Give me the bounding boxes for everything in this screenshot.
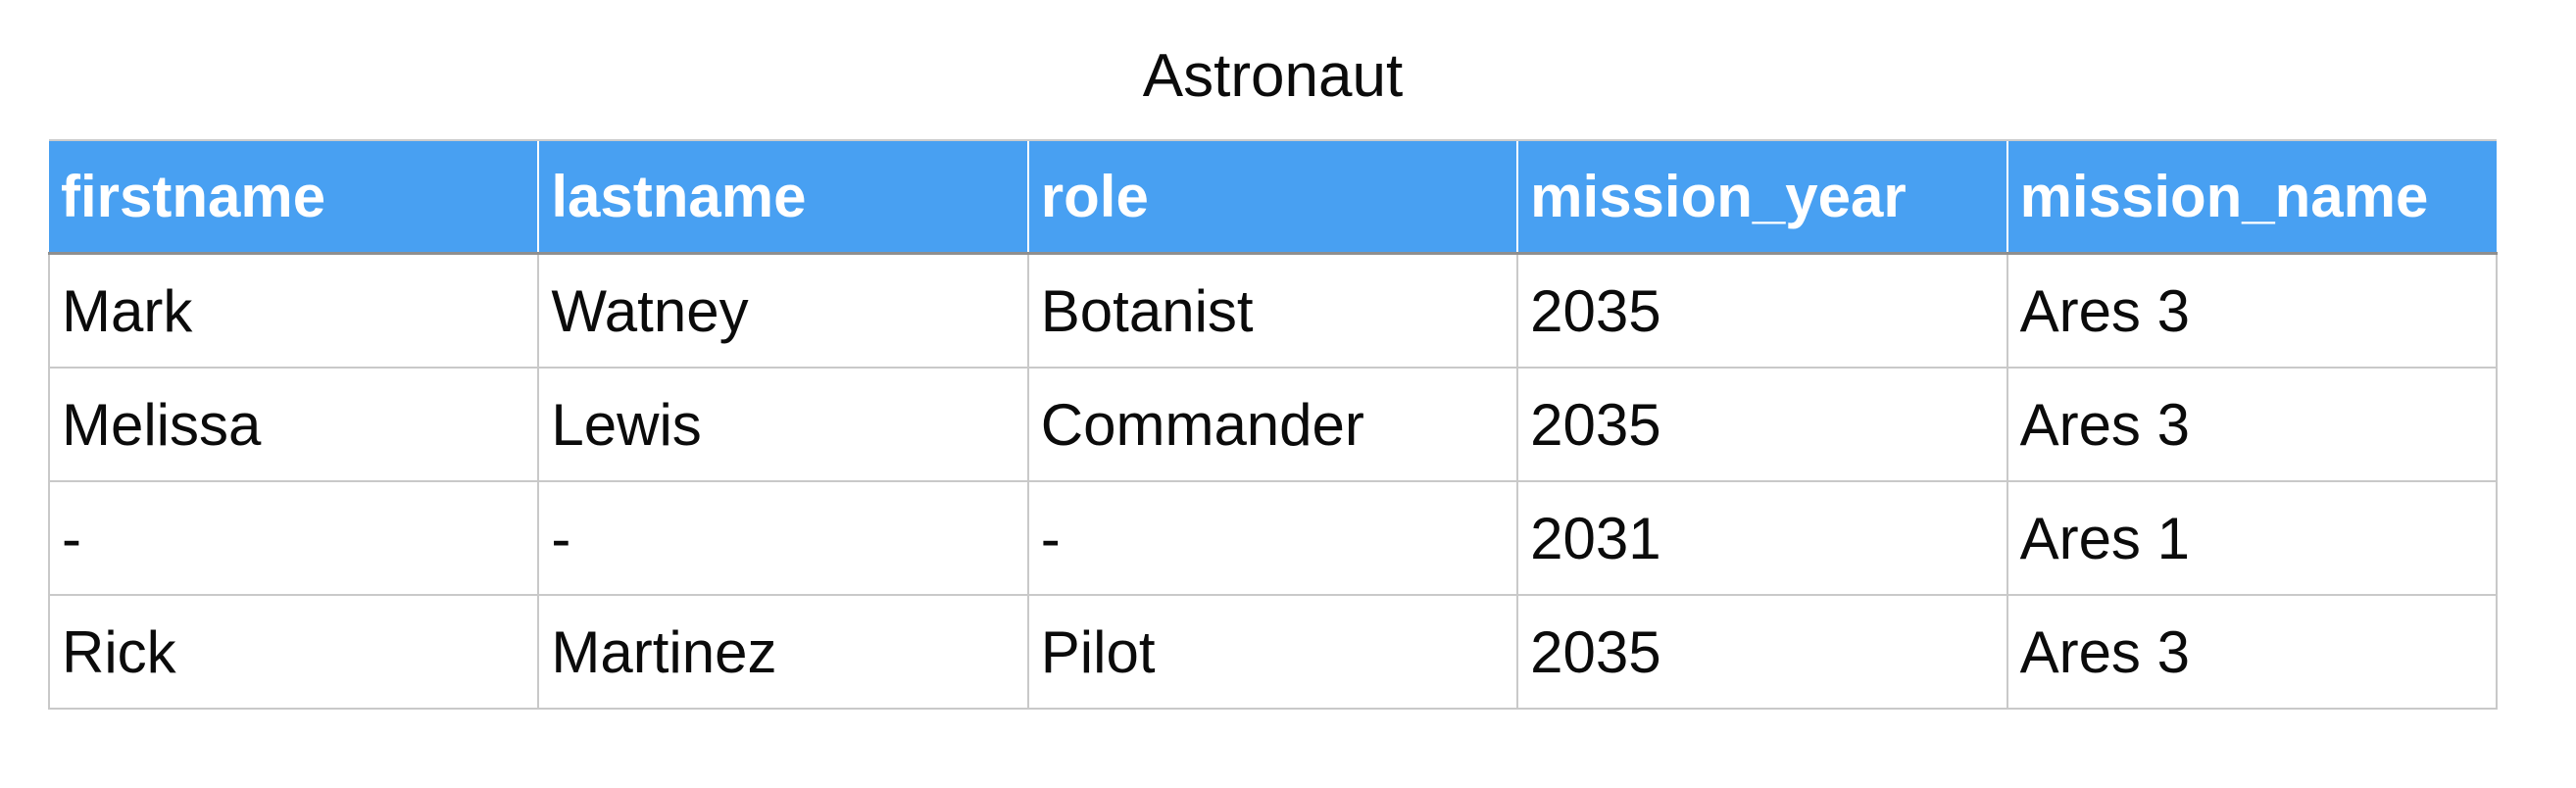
cell-lastname: Lewis	[537, 367, 1029, 482]
cell-lastname: Martinez	[537, 594, 1029, 710]
cell-firstname: Rick	[47, 594, 540, 710]
cell-role: -	[1026, 480, 1519, 596]
table-title: Astronaut	[1142, 42, 1404, 111]
cell-role: Commander	[1026, 367, 1519, 482]
column-header-mission-year: mission_year	[1516, 139, 2007, 255]
astronaut-table-section: Astronaut firstname lastname role missio…	[47, 0, 2499, 710]
cell-firstname: -	[47, 480, 540, 596]
column-header-firstname: firstname	[49, 139, 539, 255]
cell-firstname: Melissa	[47, 367, 540, 482]
table-row: Rick Martinez Pilot 2035 Ares 3	[47, 594, 2499, 710]
column-header-mission-name: mission_name	[2006, 139, 2497, 255]
cell-mission-year: 2035	[1516, 594, 2008, 710]
cell-lastname: -	[537, 480, 1029, 596]
table-row: Mark Watney Botanist 2035 Ares 3	[47, 252, 2499, 369]
cell-mission-name: Ares 3	[2006, 367, 2499, 482]
cell-firstname: Mark	[47, 252, 540, 369]
table-row: - - - 2031 Ares 1	[47, 480, 2499, 596]
table-row: Melissa Lewis Commander 2035 Ares 3	[47, 367, 2499, 482]
cell-lastname: Watney	[537, 252, 1029, 369]
cell-mission-year: 2031	[1516, 480, 2008, 596]
cell-mission-name: Ares 3	[2006, 252, 2499, 369]
cell-role: Botanist	[1026, 252, 1519, 369]
cell-role: Pilot	[1026, 594, 1519, 710]
cell-mission-name: Ares 3	[2006, 594, 2499, 710]
astronaut-table: firstname lastname role mission_year mis…	[47, 139, 2499, 710]
column-header-lastname: lastname	[537, 139, 1028, 255]
header-row: firstname lastname role mission_year mis…	[49, 139, 2497, 255]
column-header-role: role	[1026, 139, 1518, 255]
cell-mission-year: 2035	[1516, 367, 2008, 482]
cell-mission-year: 2035	[1516, 252, 2008, 369]
cell-mission-name: Ares 1	[2006, 480, 2499, 596]
